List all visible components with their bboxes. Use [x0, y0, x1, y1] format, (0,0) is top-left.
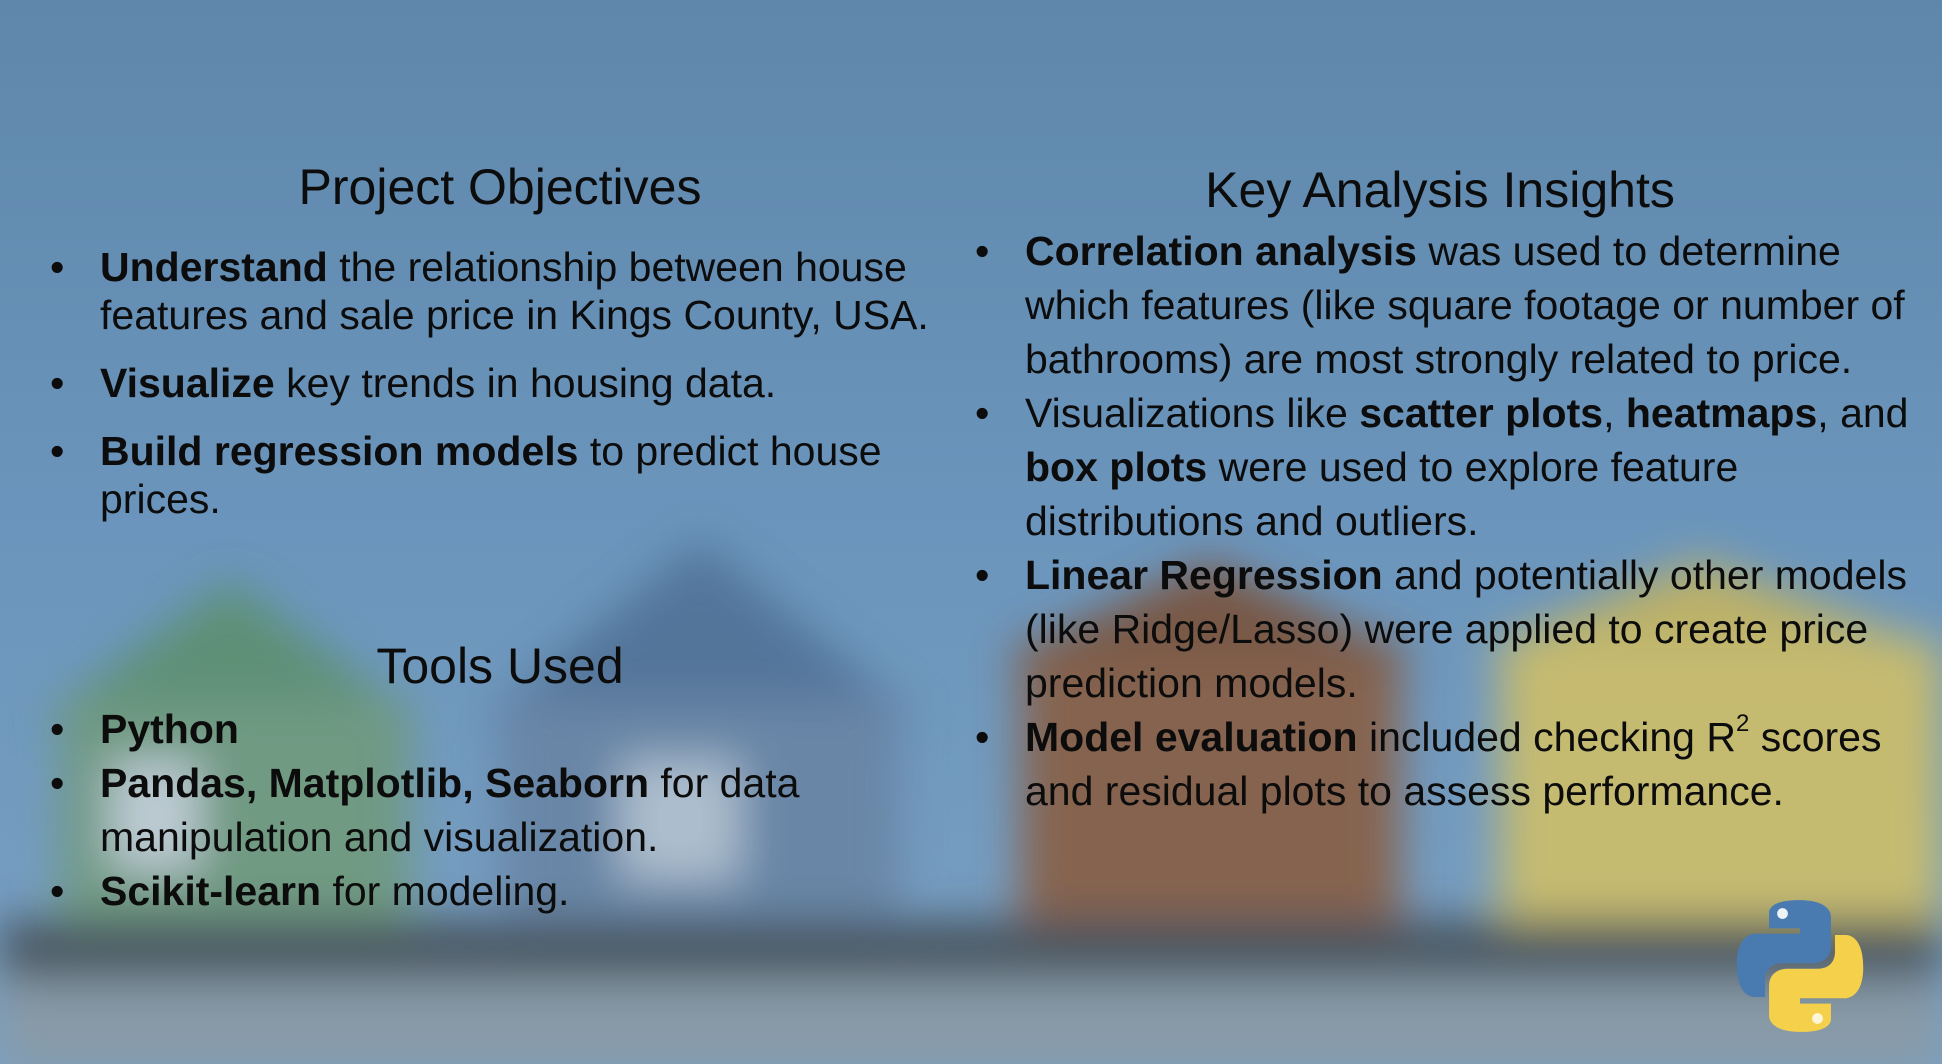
list-item: Visualizations like scatter plots, heatm… [969, 386, 1909, 548]
list-item: Understand the relationship between hous… [44, 243, 944, 339]
insights-title: Key Analysis Insights [1205, 162, 1675, 218]
list-item: Visualize key trends in housing data. [44, 359, 944, 407]
list-item: Model evaluation included checking R2 sc… [969, 710, 1909, 818]
insights-list: Correlation analysis was used to determi… [969, 224, 1909, 818]
list-item: Correlation analysis was used to determi… [969, 224, 1909, 386]
list-item: Build regression models to predict house… [44, 427, 944, 523]
objectives-list: Understand the relationship between hous… [44, 243, 944, 543]
objectives-title: Project Objectives [298, 159, 702, 215]
python-logo-icon [1736, 900, 1864, 1032]
tools-title: Tools Used [376, 638, 624, 694]
tools-list: Python Pandas, Matplotlib, Seaborn for d… [44, 702, 944, 918]
list-item: Pandas, Matplotlib, Seaborn for data man… [44, 756, 944, 864]
list-item: Scikit-learn for modeling. [44, 864, 944, 918]
list-item: Python [44, 702, 944, 756]
list-item: Linear Regression and potentially other … [969, 548, 1909, 710]
